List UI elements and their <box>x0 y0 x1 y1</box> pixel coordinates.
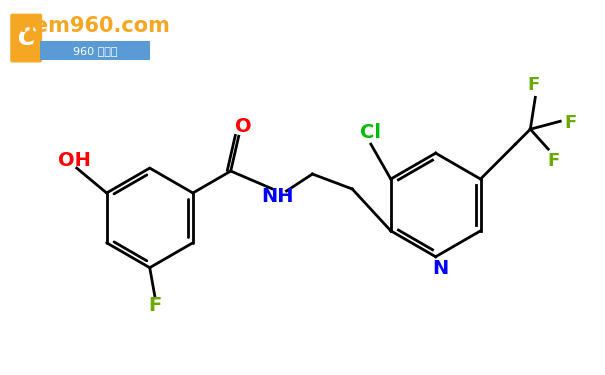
Text: Cl: Cl <box>361 123 381 142</box>
Text: NH: NH <box>261 188 294 207</box>
Text: F: F <box>527 76 540 94</box>
Text: F: F <box>148 296 162 315</box>
Text: O: O <box>235 117 252 136</box>
Text: N: N <box>433 259 449 278</box>
FancyBboxPatch shape <box>10 13 42 63</box>
Text: OH: OH <box>58 151 91 170</box>
Text: F: F <box>564 114 577 132</box>
Text: 960 化工网: 960 化工网 <box>73 45 117 56</box>
Bar <box>40 40 150 60</box>
Text: hem960.com: hem960.com <box>19 16 171 36</box>
Text: C: C <box>17 26 36 50</box>
Text: F: F <box>547 152 560 170</box>
